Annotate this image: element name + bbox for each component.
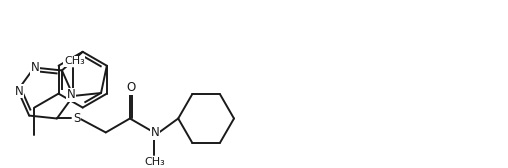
Text: N: N <box>31 61 40 74</box>
Text: O: O <box>126 81 136 94</box>
Text: N: N <box>67 88 76 101</box>
Text: N: N <box>14 85 23 98</box>
Text: S: S <box>73 112 80 125</box>
Text: CH₃: CH₃ <box>145 157 166 167</box>
Text: CH₃: CH₃ <box>64 56 85 66</box>
Text: N: N <box>151 126 160 139</box>
